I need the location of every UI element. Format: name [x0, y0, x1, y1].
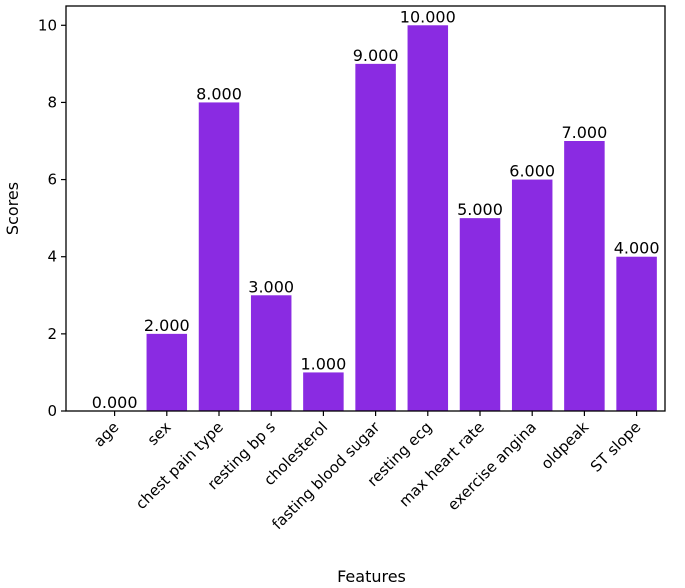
y-tick-label: 10 — [38, 16, 57, 34]
y-tick-label: 4 — [47, 248, 57, 266]
y-tick-label: 2 — [47, 325, 57, 343]
bar-max-heart-rate — [459, 218, 501, 411]
bar-fasting-blood-sugar — [355, 63, 396, 411]
bar-cholesterol — [303, 372, 344, 411]
bar-value-label: 7.000 — [561, 123, 607, 142]
x-tick-label: age — [90, 418, 122, 450]
x-tick-label: sex — [144, 418, 175, 449]
y-tick-label: 8 — [47, 93, 57, 111]
y-tick-label: 6 — [47, 171, 57, 189]
x-tick-label: oldpeak — [537, 418, 592, 473]
plot-frame — [65, 5, 666, 412]
bar-resting-ecg — [407, 25, 449, 412]
bar-sex — [146, 333, 188, 411]
bar-value-label: 6.000 — [509, 162, 555, 181]
bar-value-label: 5.000 — [457, 200, 503, 219]
bar-value-label: 2.000 — [144, 316, 190, 335]
x-tick-label: ST slope — [587, 418, 645, 476]
bars-group — [146, 25, 657, 412]
bar-st-slope — [616, 256, 657, 411]
bar-value-label: 0.000 — [92, 393, 138, 412]
bar-value-label: 3.000 — [248, 277, 294, 296]
bar-oldpeak — [564, 141, 605, 411]
bar-exercise-angina — [511, 179, 553, 411]
x-tick-label: exercise angina — [444, 418, 540, 514]
bar-value-label: 10.000 — [400, 7, 456, 26]
bar-resting-bp-s — [250, 295, 292, 411]
bar-value-label: 1.000 — [300, 354, 346, 373]
y-axis-label: Scores — [3, 182, 22, 235]
bar-chest-pain-type — [198, 102, 240, 411]
bar-value-label: 8.000 — [196, 84, 242, 103]
bar-value-label: 4.000 — [614, 239, 660, 258]
x-tick-label: chest pain type — [132, 418, 227, 513]
bar-value-label: 9.000 — [353, 46, 399, 65]
y-tick-label: 0 — [47, 402, 57, 420]
x-axis-label: Features — [337, 567, 406, 586]
y-axis-ticks: 0 2 4 6 8 10 — [38, 16, 66, 420]
bar-value-labels: 0.000 2.000 8.000 3.000 1.000 9.000 10.000 5.00… — [92, 7, 660, 412]
